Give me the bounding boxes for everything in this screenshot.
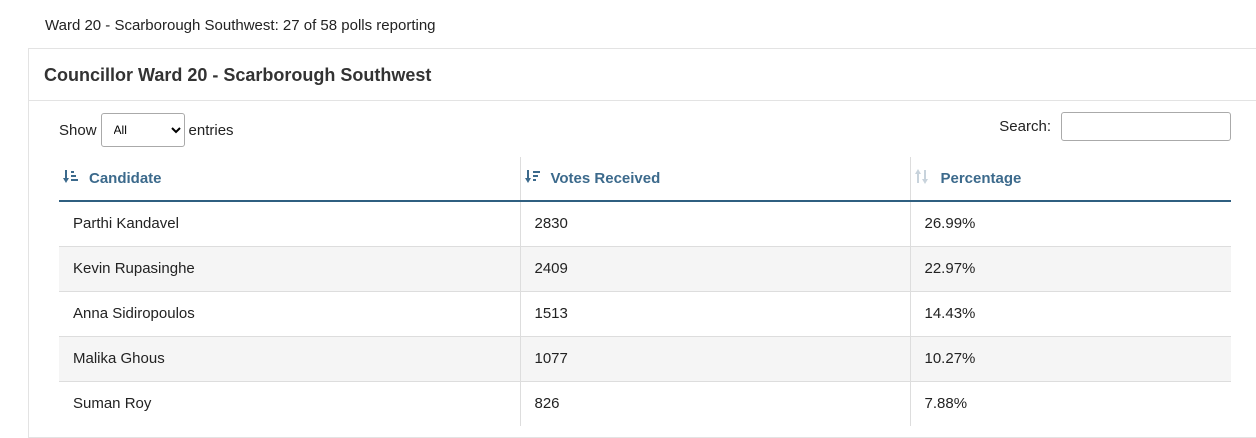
column-title: Percentage: [940, 169, 1022, 187]
column-header[interactable]: Votes Received: [519, 157, 910, 202]
table-cell: 2409: [519, 245, 910, 291]
table-row: Kevin Rupasinghe 2409 22.97%: [59, 245, 1231, 291]
sort-icon: [524, 169, 541, 189]
search-label: Search:: [999, 118, 1051, 135]
length-select[interactable]: All: [100, 113, 185, 147]
table-cell: Anna Sidiropoulos: [59, 290, 520, 336]
search-control: Search:: [999, 112, 1231, 141]
table-row: Malika Ghous 1077 10.27%: [59, 335, 1231, 381]
column-header[interactable]: Candidate: [59, 157, 520, 202]
table-cell: 1077: [519, 335, 910, 381]
panel-title: Councillor Ward 20 - Scarborough Southwe…: [29, 49, 1256, 101]
table-cell: Suman Roy: [59, 380, 520, 426]
length-control: Show All entries: [59, 113, 234, 147]
header-row: Candidate Votes Received Percentage: [59, 157, 1231, 202]
table-cell: Kevin Rupasinghe: [59, 245, 520, 291]
sort-glyph: [63, 169, 78, 183]
sort-icon: [914, 168, 931, 189]
table-cell: Malika Ghous: [59, 335, 520, 381]
column-title: Votes Received: [550, 169, 661, 187]
column-title: Candidate: [89, 169, 162, 187]
table-cell: 14.43%: [909, 290, 1231, 336]
table-cell: 1513: [519, 290, 910, 336]
sort-glyph: [524, 169, 540, 183]
table-cell: 826: [519, 380, 910, 426]
entries-label: entries: [188, 121, 234, 139]
table-cell: 2830: [519, 200, 910, 246]
table-row: Parthi Kandavel 2830 26.99%: [59, 200, 1231, 246]
table-cell: 7.88%: [909, 380, 1231, 426]
show-label: Show: [59, 121, 97, 139]
table-row: Anna Sidiropoulos 1513 14.43%: [59, 290, 1231, 336]
results-table: Candidate Votes Received Percentage Parthi…: [59, 157, 1231, 426]
results-panel: Councillor Ward 20 - Scarborough Southwe…: [28, 48, 1256, 438]
search-input[interactable]: [1061, 112, 1231, 141]
table-body: Parthi Kandavel 2830 26.99% Kevin Rupasingh…: [59, 200, 1231, 426]
sort-glyph: [914, 168, 928, 184]
sort-icon: [63, 169, 79, 189]
status-text: Ward 20 - Scarborough Southwest: 27 of 5…: [45, 17, 436, 34]
table-cell: 26.99%: [909, 200, 1231, 246]
table-head: Candidate Votes Received Percentage: [59, 157, 1231, 202]
table-cell: 22.97%: [909, 245, 1231, 291]
table-cell: Parthi Kandavel: [59, 200, 520, 246]
table-cell: 10.27%: [909, 335, 1231, 381]
table-row: Suman Roy 826 7.88%: [59, 380, 1231, 426]
column-header[interactable]: Percentage: [909, 157, 1231, 202]
